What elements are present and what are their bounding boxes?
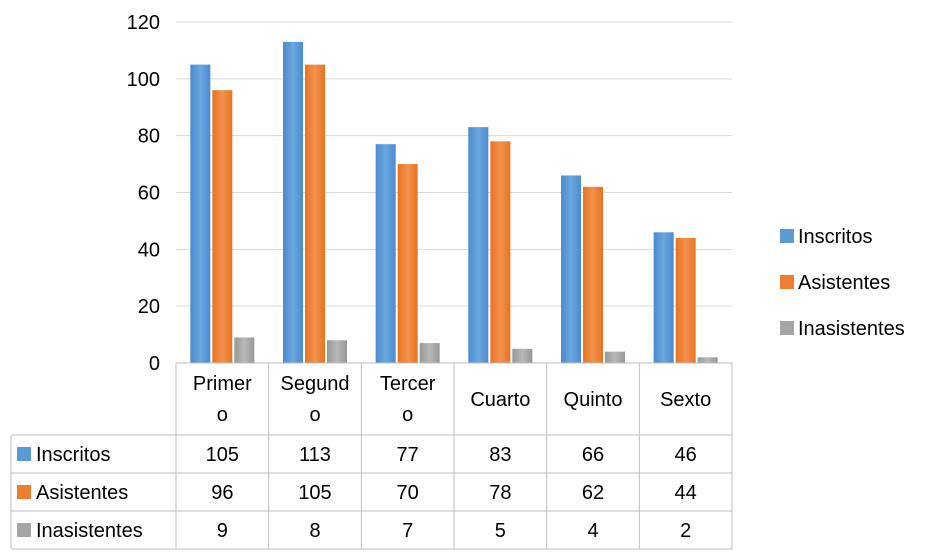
bar-asistentes-1 (305, 64, 325, 363)
table-cell-value: 105 (298, 482, 331, 504)
table-cell-value: 105 (206, 444, 239, 466)
table-cell-value: 66 (582, 444, 604, 466)
legend-key (780, 229, 794, 243)
bar-asistentes-3 (490, 141, 511, 363)
legend-label: Asistentes (798, 272, 890, 294)
legend-label: Inscritos (798, 226, 872, 248)
y-tick-label: 100 (127, 69, 160, 91)
gridlines (176, 21, 732, 307)
bars (190, 41, 718, 364)
data-table: Primer o Segund o Tercer o Cuarto Quinto Sexto In… (10, 362, 733, 550)
bar-inscritos-1 (283, 41, 303, 364)
table-cell-value: 2 (680, 520, 691, 542)
table-cell-value: 9 (217, 520, 228, 542)
table-legend-key (17, 485, 31, 499)
bar-inscritos-0 (190, 64, 211, 363)
bar-inscritos-2 (375, 144, 396, 363)
table-cell-value: 44 (675, 482, 697, 504)
y-tick-label: 60 (138, 183, 160, 205)
y-tick-label: 20 (138, 296, 160, 318)
bar-asistentes-4 (583, 186, 603, 363)
y-tick-label: 120 (127, 12, 160, 34)
y-tick-label: 0 (149, 353, 160, 375)
y-tick-label: 40 (138, 239, 160, 261)
bar-inasistentes-3 (512, 348, 533, 363)
y-axis-ticks: 0 20 40 60 80 100 120 (127, 12, 160, 375)
table-cell-value: 62 (582, 482, 604, 504)
table-cell-value: 70 (397, 482, 419, 504)
table-cell-value: 96 (211, 482, 233, 504)
category-label: Cuarto (470, 389, 530, 411)
table-series-name: Inasistentes (36, 520, 143, 542)
category-label: Tercer o (380, 373, 436, 426)
table-cell-value: 83 (489, 444, 511, 466)
category-label: Primer o (193, 373, 252, 426)
category-label: Quinto (564, 389, 623, 411)
table-cell-value: 5 (495, 520, 506, 542)
table-cell-value: 78 (489, 482, 511, 504)
table-cell-value: 77 (397, 444, 419, 466)
legend: Inscritos Asistentes Inasistentes (780, 226, 905, 340)
legend-label: Inasistentes (798, 318, 905, 340)
bar-inasistentes-1 (327, 340, 347, 363)
bar-inasistentes-5 (697, 357, 718, 363)
bar-inasistentes-4 (605, 351, 625, 363)
y-tick-label: 80 (138, 126, 160, 148)
table-series-name: Asistentes (36, 482, 128, 504)
bar-asistentes-2 (397, 164, 418, 363)
legend-key (780, 321, 794, 335)
bar-inscritos-3 (468, 127, 489, 364)
bar-inasistentes-2 (419, 343, 440, 363)
legend-key (780, 275, 794, 289)
category-label: Segund o (281, 373, 350, 426)
bar-asistentes-5 (675, 237, 696, 363)
bar-inasistentes-0 (234, 337, 255, 363)
category-label: Sexto (660, 389, 711, 411)
table-cell-value: 4 (587, 520, 598, 542)
bar-asistentes-0 (212, 90, 233, 363)
table-series-name: Inscritos (36, 444, 110, 466)
table-cell-value: 113 (299, 444, 331, 466)
table-legend-key (17, 447, 31, 461)
table-cell-value: 46 (675, 444, 697, 466)
bar-inscritos-5 (653, 232, 674, 363)
table-cell-value: 8 (309, 520, 320, 542)
bar-inscritos-4 (561, 175, 581, 363)
table-cell-value: 7 (402, 520, 413, 542)
table-legend-key (17, 523, 31, 537)
